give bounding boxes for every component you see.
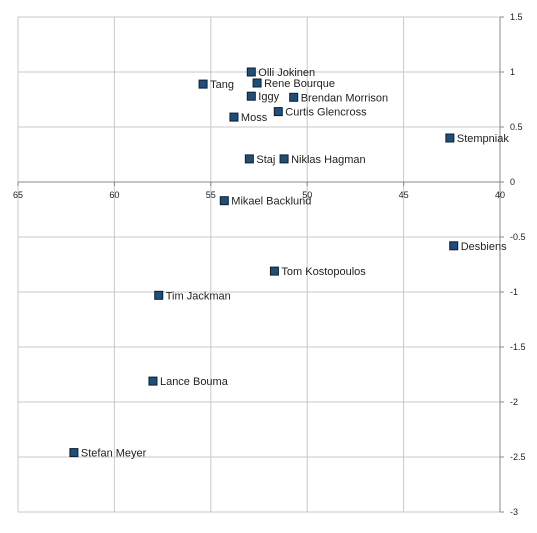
- y-tick-label: 0: [510, 177, 515, 187]
- data-point-label: Tom Kostopoulos: [281, 266, 366, 278]
- x-tick-label: 40: [495, 190, 505, 200]
- data-point: [229, 112, 239, 122]
- y-tick-label: -2: [510, 397, 518, 407]
- data-point: [69, 448, 79, 458]
- data-point-label: Lance Bouma: [160, 376, 229, 388]
- data-point: [219, 196, 229, 206]
- data-point-layer: [69, 67, 459, 458]
- data-point-label: Tim Jackman: [166, 290, 231, 302]
- data-point-label: Stefan Meyer: [81, 448, 147, 460]
- y-tick-label: -3: [510, 507, 518, 517]
- data-point-label: Iggy: [258, 91, 279, 103]
- data-point: [449, 241, 459, 251]
- data-point-label: Desbiens: [461, 241, 507, 253]
- data-point-label: Staj: [256, 154, 275, 166]
- data-point-label: Curtis Glencross: [285, 107, 367, 119]
- x-tick-label: 65: [13, 190, 23, 200]
- data-point: [148, 376, 158, 386]
- x-tick-label: 45: [399, 190, 409, 200]
- data-point: [269, 266, 279, 276]
- y-tick-label: -2.5: [510, 452, 526, 462]
- data-point: [244, 154, 254, 164]
- data-point-label: Rene Bourque: [264, 78, 335, 90]
- data-point: [279, 154, 289, 164]
- data-point-label: Tang: [210, 79, 234, 91]
- data-point: [246, 91, 256, 101]
- data-point-label: Brendan Morrison: [301, 92, 388, 104]
- data-point: [154, 290, 164, 300]
- x-tick-label: 50: [302, 190, 312, 200]
- y-tick-label: 0.5: [510, 122, 523, 132]
- y-tick-label: -0.5: [510, 232, 526, 242]
- data-point: [246, 67, 256, 77]
- data-point: [252, 78, 262, 88]
- data-point: [289, 92, 299, 102]
- x-tick-label: 60: [109, 190, 119, 200]
- data-point: [445, 133, 455, 143]
- data-point-label: Stempniak: [457, 133, 509, 145]
- data-point-label: Moss: [241, 112, 268, 124]
- data-point: [198, 79, 208, 89]
- data-point-label: Niklas Hagman: [291, 154, 366, 166]
- axis-layer: [17, 16, 504, 513]
- y-tick-label: 1.5: [510, 12, 523, 22]
- data-point-label: Olli Jokinen: [258, 67, 315, 79]
- y-tick-label: 1: [510, 67, 515, 77]
- data-point-label: Mikael Backlund: [231, 196, 311, 208]
- x-tick-label: 55: [206, 190, 216, 200]
- tick-label-layer: 65 60 55 50 45 40 1.5 1 0.5 0 -0.5 -1 -1.5 -2 -2.5 -3: [13, 12, 526, 517]
- data-point: [273, 107, 283, 117]
- y-tick-label: -1.5: [510, 342, 526, 352]
- y-tick-label: -1: [510, 287, 518, 297]
